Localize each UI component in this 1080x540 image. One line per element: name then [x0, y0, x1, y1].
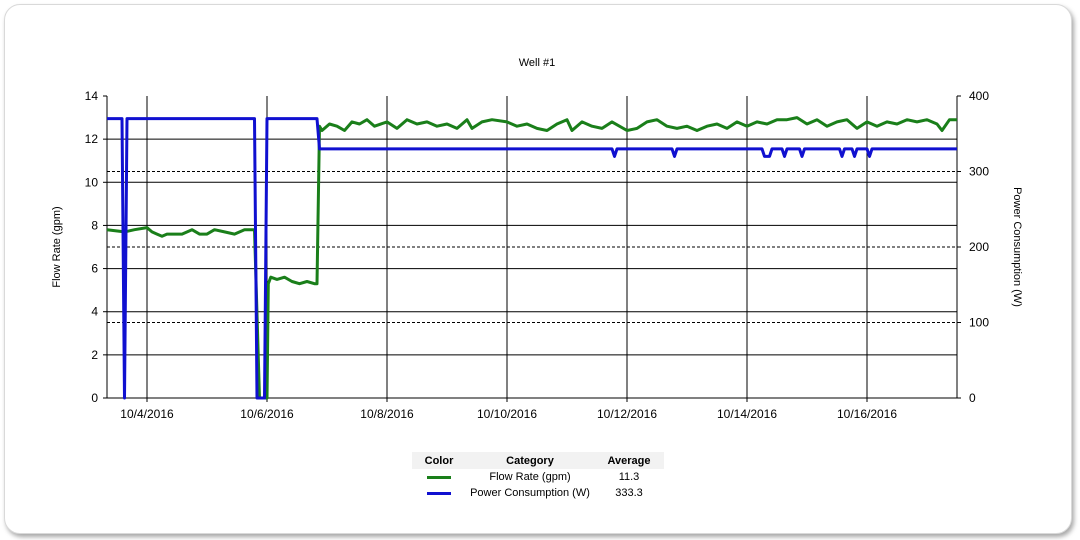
- x-tick-label: 10/4/2016: [120, 407, 174, 421]
- legend-table: Color Category Average Flow Rate (gpm) 1…: [412, 452, 664, 501]
- y-tick-label-right: 400: [969, 89, 989, 103]
- y-tick-label-left: 0: [91, 391, 98, 405]
- power-consumption-line: [107, 117, 957, 400]
- legend-swatch-cell: [412, 469, 466, 485]
- legend-swatch-cell: [412, 485, 466, 501]
- legend-category-power: Power Consumption (W): [470, 487, 590, 499]
- legend-swatch-power: [427, 491, 451, 495]
- x-tick-label: 10/10/2016: [477, 407, 537, 421]
- y-axis-label-right: Power Consumption (W): [1011, 187, 1023, 307]
- y-tick-label-right: 0: [969, 391, 976, 405]
- y-tick-label-left: 10: [85, 175, 99, 189]
- x-tick-label: 10/8/2016: [360, 407, 414, 421]
- legend-swatch-flow: [427, 475, 451, 479]
- legend-average-power: 333.3: [615, 487, 643, 499]
- legend-row-flow: Flow Rate (gpm) 11.3: [412, 469, 664, 485]
- y-tick-label-left: 8: [91, 218, 98, 232]
- legend-header-row: Color Category Average: [412, 452, 664, 469]
- y-tick-label-left: 6: [91, 262, 98, 276]
- y-tick-label-right: 300: [969, 165, 989, 179]
- y-tick-label-left: 2: [91, 348, 98, 362]
- y-tick-label-right: 100: [969, 316, 989, 330]
- y-tick-label-left: 4: [91, 305, 98, 319]
- x-tick-label: 10/6/2016: [240, 407, 294, 421]
- flow-rate-line: [106, 116, 957, 400]
- axes: 0 2 4 6 8 10 12 14 0 100 200 300 400 10/4/2016 10/6/20…: [85, 89, 990, 421]
- x-tick-label: 10/14/2016: [717, 407, 777, 421]
- y-tick-label-left: 14: [85, 89, 99, 103]
- grid-lines: [107, 96, 957, 398]
- legend-header-category: Category: [466, 452, 594, 469]
- y-axis-label-left: Flow Rate (gpm): [51, 206, 63, 287]
- legend-category-flow: Flow Rate (gpm): [489, 471, 571, 483]
- legend-average-flow: 11.3: [618, 471, 640, 483]
- x-tick-label: 10/16/2016: [837, 407, 897, 421]
- legend-header-average: Average: [594, 452, 664, 469]
- y-tick-label-right: 200: [969, 240, 989, 254]
- y-tick-label-left: 12: [85, 132, 99, 146]
- series-lines: [106, 116, 957, 400]
- flow-power-chart: Well #1 Flow Rate (gpm) Power Consumptio…: [51, 57, 1023, 421]
- legend-row-power: Power Consumption (W) 333.3: [412, 485, 664, 501]
- x-tick-label: 10/12/2016: [597, 407, 657, 421]
- legend-header-color: Color: [412, 452, 466, 469]
- chart-title: Well #1: [519, 57, 555, 69]
